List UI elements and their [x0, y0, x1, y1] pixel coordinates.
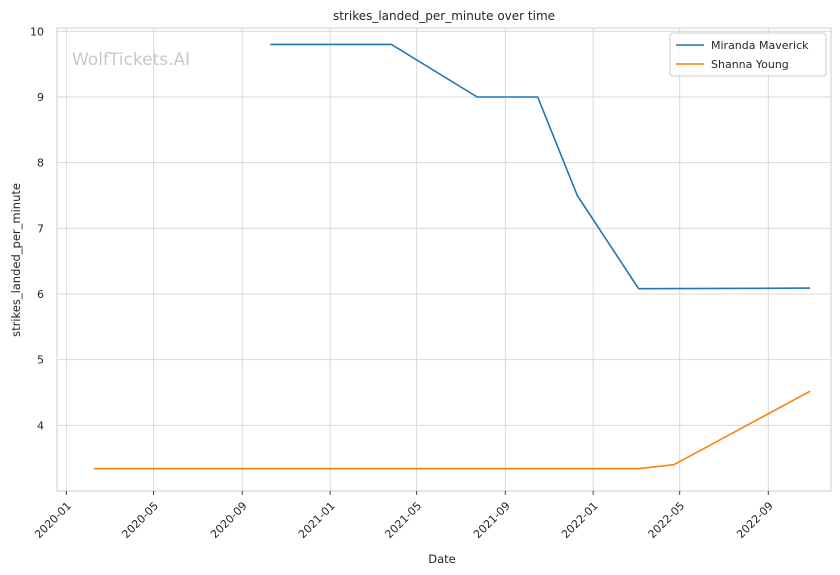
x-tick-label: 2021-01: [296, 499, 338, 541]
chart-title: strikes_landed_per_minute over time: [333, 9, 555, 23]
legend-label-miranda-maverick: Miranda Maverick: [711, 39, 809, 52]
y-axis-ticks: 4 5 6 7 8 9 10: [30, 25, 44, 432]
plot-frame: [56, 27, 832, 492]
series-line-shanna-young: [93, 390, 811, 470]
x-tick-label: 2020-05: [119, 499, 161, 541]
y-tick-label: 10: [30, 25, 44, 38]
legend-box: [669, 32, 827, 77]
x-tick-label: 2021-05: [382, 499, 424, 541]
x-axis-label: Date: [428, 552, 456, 566]
y-tick-label: 5: [37, 354, 44, 367]
legend-label-shanna-young: Shanna Young: [711, 58, 789, 71]
x-tick-label: 2022-09: [734, 499, 776, 541]
x-tick-label: 2022-05: [646, 499, 688, 541]
y-tick-label: 8: [37, 157, 44, 170]
grid-lines: [57, 28, 831, 491]
y-axis-label: strikes_landed_per_minute: [9, 183, 23, 337]
x-axis-ticks: 2020-01 2020-05 2020-09 2021-01 2021-05 2021-…: [32, 491, 776, 541]
x-tick-label: 2020-09: [208, 499, 250, 541]
x-tick-label: 2022-01: [559, 499, 601, 541]
x-tick-label: 2021-09: [471, 499, 513, 541]
y-tick-label: 7: [37, 222, 44, 235]
y-tick-label: 9: [37, 91, 44, 104]
y-tick-label: 4: [37, 419, 44, 432]
watermark: WolfTickets.AI: [72, 50, 190, 70]
x-tick-label: 2020-01: [32, 499, 74, 541]
legend: Miranda Maverick Shanna Young: [669, 32, 827, 77]
y-tick-label: 6: [37, 288, 44, 301]
series-lines: [93, 43, 811, 470]
series-line-miranda-maverick: [270, 43, 811, 290]
